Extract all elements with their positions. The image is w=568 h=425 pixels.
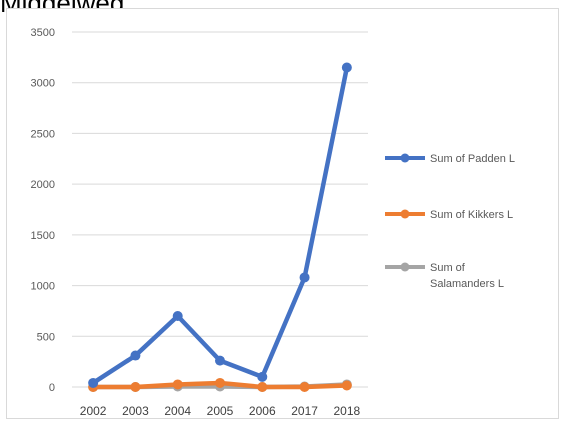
- legend-label: Sum of Padden L: [430, 153, 515, 165]
- y-tick-label: 500: [37, 331, 55, 343]
- legend-swatch-marker: [400, 209, 410, 219]
- x-tick-label: 2005: [207, 404, 234, 418]
- data-point: [172, 311, 183, 321]
- legend-item: Sum of Kikkers L: [385, 209, 513, 221]
- y-tick-label: 3500: [31, 27, 55, 39]
- axes: 0 500 1000 1500 2000 2500 3000 3500 2002 2003 2004…: [31, 27, 361, 418]
- y-tick-label: 3000: [31, 78, 55, 90]
- series-line: [90, 65, 350, 386]
- legend-item: Sum of Salamanders L: [385, 262, 504, 290]
- data-point: [257, 371, 268, 382]
- x-tick-label: 2004: [164, 404, 191, 418]
- legend-swatch-marker: [400, 153, 410, 163]
- data-point: [215, 377, 225, 388]
- data-point: [299, 272, 310, 283]
- series-1: [88, 377, 352, 392]
- data-point: [130, 382, 141, 392]
- y-tick-label: 2000: [31, 179, 55, 191]
- data-point: [299, 382, 310, 392]
- legend-label: Salamanders L: [430, 278, 504, 290]
- data-point: [341, 62, 352, 73]
- legend-swatch-marker: [400, 262, 410, 272]
- y-tick-label: 0: [49, 382, 55, 394]
- y-tick-label: 1500: [31, 230, 55, 242]
- data-point: [215, 355, 225, 366]
- legend-label: Sum of Kikkers L: [430, 209, 513, 221]
- x-tick-label: 2017: [291, 404, 318, 418]
- x-tick-label: 2006: [249, 404, 276, 418]
- series-0: [88, 62, 352, 388]
- data-point: [130, 350, 141, 361]
- data-point: [172, 379, 183, 390]
- x-tick-label: 2002: [80, 404, 107, 418]
- x-tick-label: 2018: [334, 404, 361, 418]
- legend-item: Sum of Padden L: [385, 153, 515, 165]
- data-point: [341, 380, 352, 391]
- gridlines: [72, 31, 368, 388]
- data-point: [88, 377, 99, 388]
- y-tick-label: 2500: [31, 128, 55, 140]
- series-lines: [88, 62, 352, 392]
- chart-area: [6, 8, 559, 419]
- x-tick-label: 2003: [122, 404, 149, 418]
- data-point: [257, 382, 268, 392]
- legend-label: Sum of: [430, 262, 466, 274]
- y-tick-label: 1000: [31, 281, 55, 293]
- legend: Sum of Padden L Sum of Kikkers L Sum of Sal…: [385, 153, 515, 290]
